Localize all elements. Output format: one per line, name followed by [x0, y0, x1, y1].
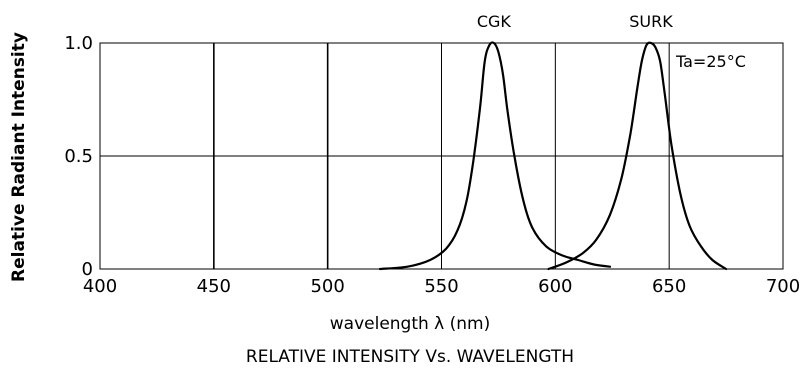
x-tick-label-500: 500 [310, 276, 344, 297]
x-tick-label-650: 650 [652, 276, 686, 297]
x-axis-label: wavelength λ (nm) [330, 314, 491, 334]
series-label-cgk: CGK [477, 12, 512, 31]
x-tick-label-450: 450 [197, 276, 231, 297]
x-tick-label-600: 600 [538, 276, 572, 297]
y-axis-label: Relative Radiant Intensity [9, 32, 29, 282]
plot-frame [99, 42, 784, 270]
chart-title: RELATIVE INTENSITY Vs. WAVELENGTH [246, 347, 574, 367]
grid [100, 43, 783, 269]
series: CGK SURK [378, 12, 728, 271]
series-line-surk [547, 41, 728, 271]
series-label-surk: SURK [629, 12, 673, 31]
y-tick-label-1.0: 1.0 [64, 33, 93, 54]
temperature-annotation: Ta=25°C [675, 52, 746, 71]
x-tick-label-700: 700 [766, 276, 800, 297]
y-tick-label-0: 0 [82, 259, 93, 280]
y-tick-label-0.5: 0.5 [64, 146, 93, 167]
series-line-cgk [378, 41, 612, 271]
x-tick-label-400: 400 [83, 276, 117, 297]
tick-labels: 400 450 500 550 600 650 700 0 0.5 1.0 [64, 33, 800, 297]
x-tick-label-550: 550 [424, 276, 458, 297]
